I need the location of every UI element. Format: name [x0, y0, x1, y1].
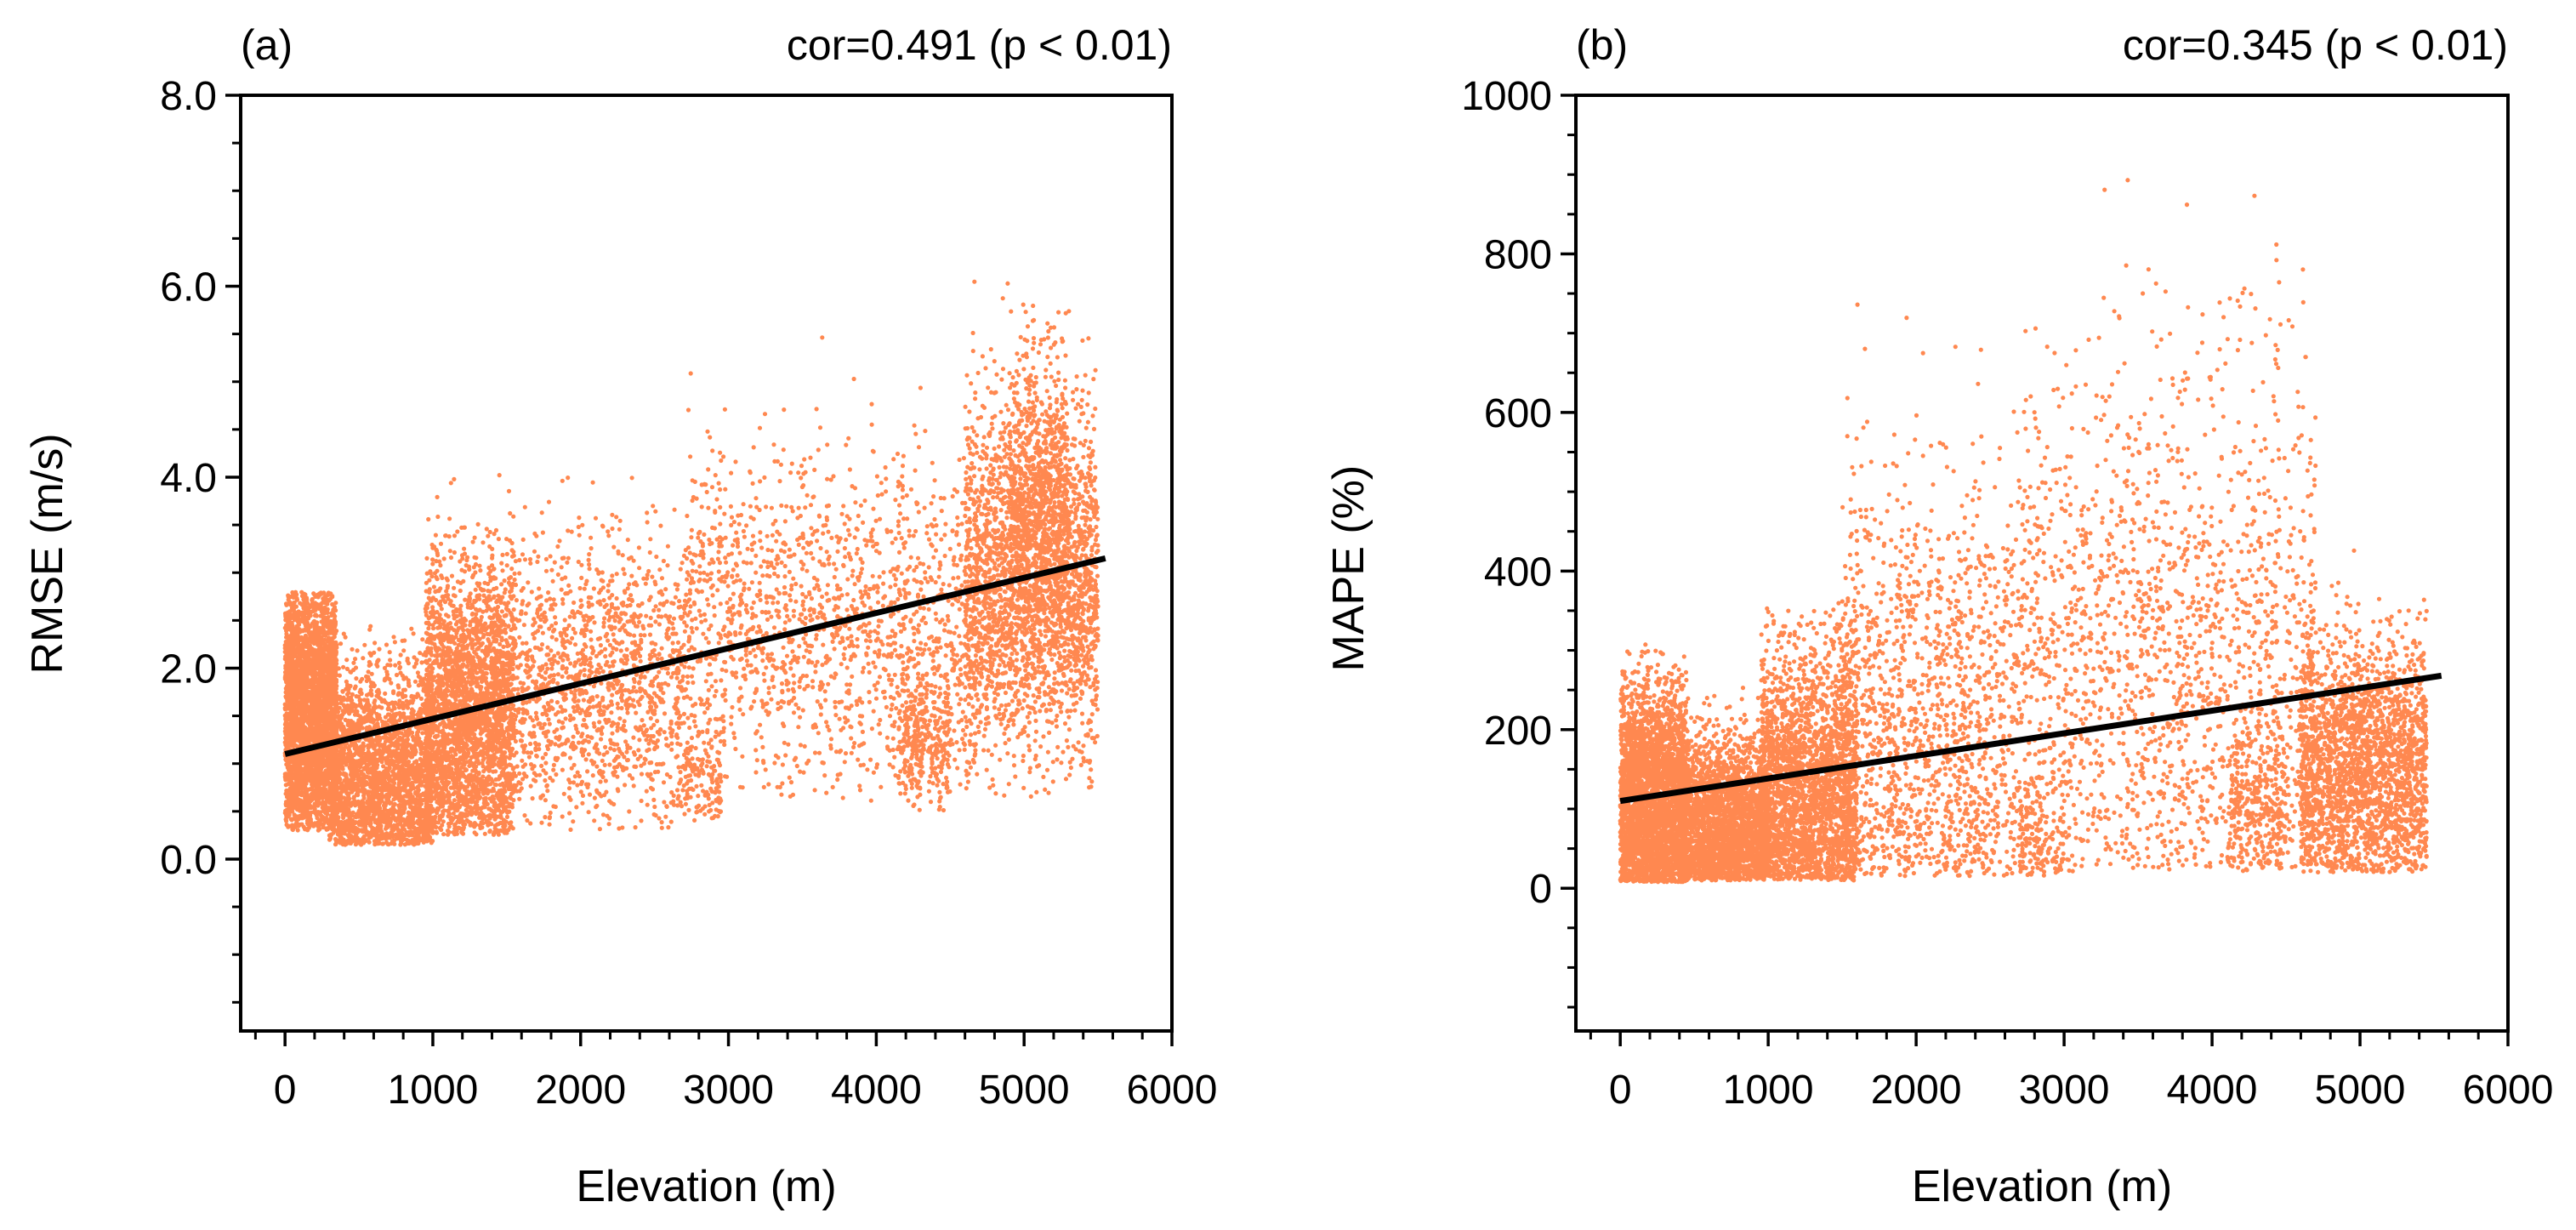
panel-a-y-axis-title: RMSE (m/s) [23, 433, 72, 674]
panel-b-ticks: 0 1000 2000 3000 4000 5000 6000 0 200 400 600 800 10… [1461, 74, 2553, 1113]
panel-b-points [1618, 178, 2429, 885]
panel-a-ticks: 0 1000 2000 3000 4000 5000 6000 0.0 2.0 4.0 6.0 8.0 [160, 74, 1217, 1113]
scatter-points [1618, 178, 2429, 885]
y-tick-label: 4.0 [160, 456, 217, 501]
panel-a-frame [239, 94, 1174, 1033]
panel-b: 0 1000 2000 3000 4000 5000 6000 0 200 400 600 800 10… [1324, 21, 2553, 1211]
x-tick-label: 5000 [2315, 1068, 2406, 1113]
panel-a-x-axis-title: Elevation (m) [576, 1162, 836, 1211]
x-tick-label: 2000 [535, 1068, 626, 1113]
y-tick-label: 1000 [1461, 74, 1552, 119]
y-tick-label: 400 [1484, 550, 1552, 595]
x-tick-label: 4000 [2167, 1068, 2258, 1113]
y-tick-label: 6.0 [160, 265, 217, 310]
x-tick-label: 1000 [1723, 1068, 1814, 1113]
y-tick-label: 2.0 [160, 646, 217, 692]
x-tick-label: 4000 [831, 1068, 922, 1113]
x-tick-label: 5000 [979, 1068, 1070, 1113]
panel-b-x-axis-title: Elevation (m) [1912, 1162, 2172, 1211]
x-tick-label: 6000 [1127, 1068, 1218, 1113]
panel-a: 0 1000 2000 3000 4000 5000 6000 0.0 2.0 4.0 6.0 8.0… [23, 21, 1217, 1211]
x-tick-label: 6000 [2463, 1068, 2554, 1113]
y-tick-label: 0.0 [160, 838, 217, 883]
x-tick-label: 2000 [1871, 1068, 1962, 1113]
x-tick-label: 3000 [683, 1068, 774, 1113]
y-tick-label: 8.0 [160, 74, 217, 119]
panel-b-correlation: cor=0.345 (p < 0.01) [2123, 21, 2508, 69]
x-tick-label: 1000 [388, 1068, 479, 1113]
panel-b-trend-line [1619, 672, 2442, 805]
panel-b-y-axis-title: MAPE (%) [1324, 465, 1373, 672]
panel-a-correlation: cor=0.491 (p < 0.01) [787, 21, 1172, 69]
y-tick-label: 800 [1484, 232, 1552, 277]
panel-a-trend-line [284, 555, 1106, 757]
y-tick-label: 600 [1484, 391, 1552, 436]
x-tick-label: 3000 [2019, 1068, 2110, 1113]
x-tick-label: 0 [1609, 1068, 1632, 1113]
panel-b-label: (b) [1576, 21, 1628, 69]
panel-a-label: (a) [241, 21, 293, 69]
panel-b-frame [1574, 94, 2510, 1033]
y-tick-label: 0 [1529, 867, 1552, 912]
y-tick-label: 200 [1484, 709, 1552, 754]
x-tick-label: 0 [274, 1068, 297, 1113]
